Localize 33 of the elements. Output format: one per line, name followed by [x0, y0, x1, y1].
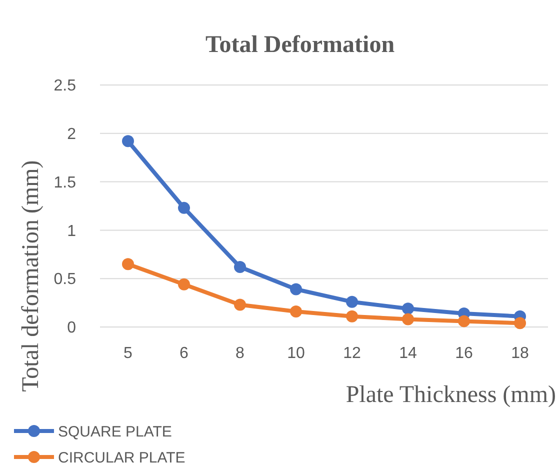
- x-tick-label: 5: [124, 345, 133, 362]
- chart-title: Total Deformation: [205, 32, 395, 58]
- point: [290, 306, 302, 318]
- point: [234, 260, 246, 273]
- point: [402, 313, 414, 326]
- x-tick-label: 10: [287, 345, 305, 362]
- y-tick-label: 0: [67, 320, 76, 337]
- point: [178, 202, 190, 214]
- y-tick-label: 2: [67, 126, 76, 143]
- x-tick-label: 8: [236, 345, 245, 362]
- y-tick-label: 0.5: [54, 271, 76, 288]
- legend-label: SQUARE PLATE: [58, 423, 172, 440]
- point: [178, 278, 190, 290]
- point: [514, 317, 526, 330]
- x-tick-label: 16: [455, 345, 473, 362]
- x-tick-label: 18: [511, 345, 529, 362]
- point: [346, 296, 358, 308]
- y-tick-label: 2.5: [54, 78, 76, 95]
- y-tick-label: 1.5: [54, 174, 76, 192]
- point: [402, 302, 414, 315]
- point: [122, 135, 134, 148]
- point: [458, 315, 470, 328]
- x-tick-label: 12: [343, 345, 361, 362]
- x-tick-label: 14: [399, 345, 417, 362]
- y-axis-title: Total deformation (mm): [18, 160, 44, 392]
- point: [234, 298, 246, 311]
- point: [346, 310, 358, 322]
- y-tick-label: 1: [67, 222, 76, 240]
- legend-label: CIRCULAR PLATE: [58, 449, 186, 466]
- point: [290, 283, 302, 296]
- x-axis-title: Plate Thickness (mm): [346, 382, 556, 408]
- x-tick-label: 6: [180, 345, 189, 362]
- point: [122, 258, 134, 270]
